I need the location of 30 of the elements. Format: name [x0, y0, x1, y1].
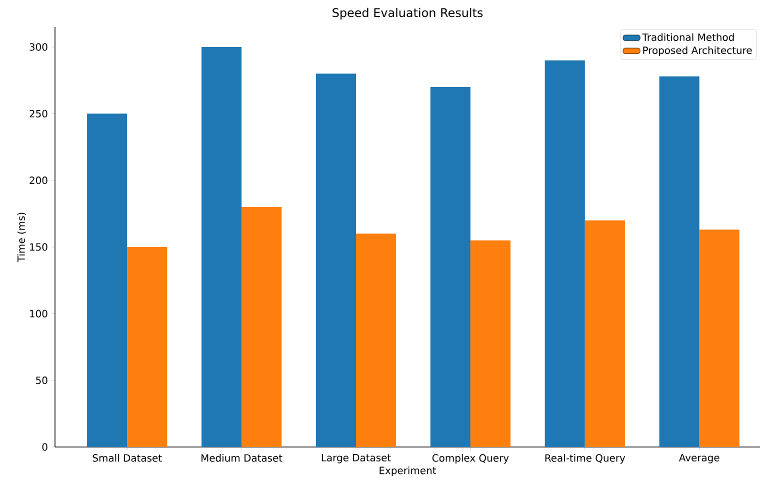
y-tick-label: 200 [30, 176, 48, 184]
x-axis-title: Experiment [380, 466, 436, 476]
bar [544, 60, 585, 447]
y-tick-label: 50 [36, 376, 48, 384]
bar [316, 74, 356, 447]
y-axis-title: Time (ms) [17, 212, 26, 262]
x-tick-label: Small Dataset [92, 454, 162, 462]
y-tick-label: 150 [30, 243, 48, 251]
bar [584, 220, 625, 447]
bar [699, 230, 740, 447]
bar [430, 86, 470, 447]
y-tick-label: 300 [30, 43, 48, 51]
x-tick-label: Average [678, 454, 720, 464]
bar [242, 206, 282, 447]
y-tick-label: 100 [30, 310, 48, 318]
x-tick-label: Medium Dataset [202, 454, 282, 462]
x-tick-label: Large Dataset [322, 454, 391, 464]
bar [659, 76, 700, 447]
y-tick-label: 250 [30, 110, 48, 118]
x-tick-label: Real-time Query [545, 454, 626, 464]
legend-label: Proposed Architecture [643, 46, 752, 56]
bar [356, 234, 396, 447]
legend-label: Traditional Method [642, 33, 734, 41]
bar [201, 46, 242, 447]
bar [127, 246, 168, 447]
chart-title: Speed Evaluation Results [332, 8, 483, 20]
bar [87, 114, 128, 447]
y-tick-label: 0 [42, 443, 48, 451]
x-tick-label: Complex Query [432, 454, 509, 464]
bar [470, 240, 511, 447]
